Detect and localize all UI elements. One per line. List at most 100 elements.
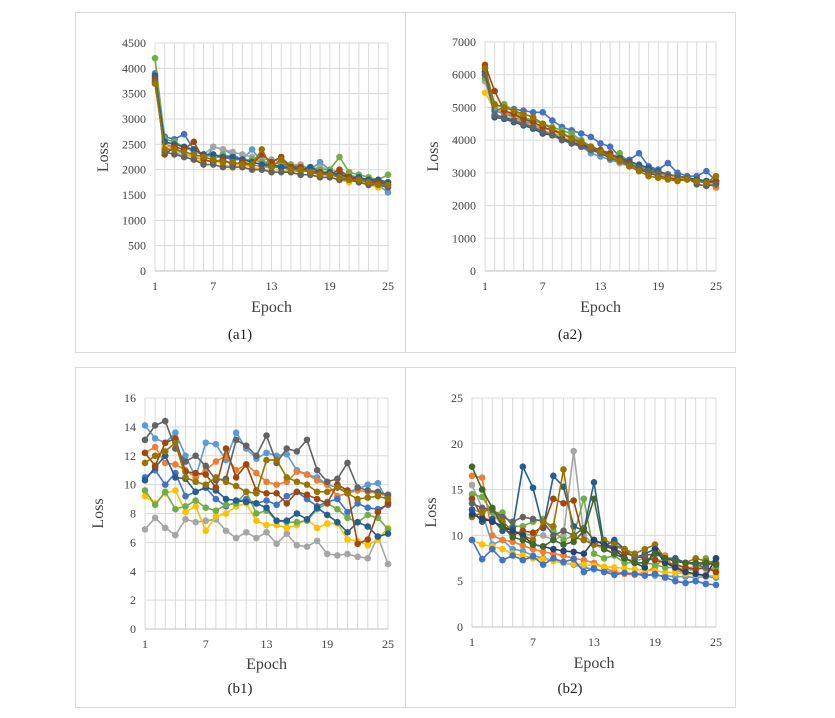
data-point (151, 462, 159, 470)
y-tick-label: 3000 (452, 166, 476, 180)
data-point (242, 461, 250, 468)
data-point (161, 417, 169, 425)
x-tick-label: 25 (382, 637, 394, 651)
x-axis-title: Epoch (580, 299, 621, 316)
data-point (560, 558, 567, 566)
x-tick-label: 19 (649, 635, 661, 649)
data-point (499, 522, 506, 530)
chart-a1: 0 500 1000 1500 2000 2500 3000 3500 4000 4500 1 7 13… (75, 12, 406, 353)
data-point (293, 448, 301, 455)
data-point (570, 555, 577, 563)
data-point (661, 559, 669, 567)
data-point (529, 545, 537, 553)
chart-b2: 0 5 10 15 20 25 1 7 13 19 25 Epoch Loss (b2) (405, 367, 736, 708)
y-tick-label: 10 (451, 528, 463, 542)
data-point (712, 561, 720, 569)
data-point (539, 120, 547, 128)
data-point (141, 422, 149, 429)
x-tick-label: 13 (588, 635, 600, 649)
data-point (611, 564, 618, 571)
data-point (510, 117, 518, 124)
data-point (263, 521, 270, 529)
data-point (263, 504, 270, 512)
data-point (621, 550, 628, 558)
data-point (313, 476, 321, 484)
y-tick-label: 6000 (452, 68, 476, 82)
data-point (692, 570, 699, 578)
data-point (229, 153, 236, 161)
data-point (682, 568, 689, 576)
data-point (651, 545, 659, 553)
data-point (293, 478, 301, 486)
data-point (344, 536, 351, 543)
data-point (712, 172, 720, 180)
data-point (354, 540, 361, 548)
data-point (151, 443, 159, 451)
data-point (645, 172, 652, 180)
data-point (384, 189, 392, 196)
data-point (316, 158, 324, 166)
data-point (616, 149, 624, 157)
data-point (519, 532, 527, 539)
data-point (478, 486, 486, 493)
data-point (478, 504, 486, 512)
data-point (355, 176, 363, 184)
data-point (277, 168, 285, 176)
data-point (651, 561, 659, 569)
y-tick-label: 6 (130, 535, 136, 549)
data-point (151, 452, 159, 460)
data-point (253, 534, 260, 542)
data-point (374, 479, 382, 487)
data-point (702, 572, 710, 580)
data-point (212, 507, 220, 514)
data-point (489, 518, 496, 525)
data-point (293, 518, 301, 526)
data-point (529, 109, 537, 116)
data-point (468, 536, 476, 544)
data-point (468, 481, 476, 489)
data-point (303, 543, 311, 551)
data-point (510, 107, 518, 114)
data-point (229, 158, 236, 166)
data-point (568, 135, 575, 142)
data-point (258, 161, 266, 168)
data-point (481, 64, 489, 72)
y-tick-label: 8 (130, 507, 136, 521)
data-point (600, 545, 608, 553)
data-point (316, 171, 324, 179)
data-point (692, 559, 699, 567)
data-point (283, 530, 291, 538)
y-tick-label: 4500 (122, 36, 146, 50)
y-axis-title: Loss (425, 141, 442, 171)
data-point (190, 156, 198, 163)
data-point (253, 469, 260, 477)
data-point (621, 555, 628, 562)
data-point (674, 172, 681, 180)
data-point (344, 459, 351, 467)
data-point (590, 565, 598, 572)
data-point (364, 504, 372, 512)
y-tick-label: 16 (124, 391, 136, 405)
data-point (222, 445, 230, 452)
data-point (293, 541, 301, 549)
data-point (212, 474, 220, 481)
data-point (253, 452, 260, 460)
data-point (212, 484, 220, 491)
data-point (219, 163, 227, 171)
data-point (560, 541, 567, 548)
data-point (248, 166, 256, 173)
y-tick-label: 500 (128, 239, 146, 253)
data-point (229, 163, 236, 171)
data-point (200, 161, 207, 168)
data-point (161, 459, 169, 467)
data-point (253, 517, 260, 525)
data-point (364, 481, 372, 488)
data-point (520, 120, 527, 128)
data-point (550, 522, 557, 530)
data-point (209, 161, 217, 168)
data-point (242, 498, 250, 506)
data-point (489, 545, 496, 553)
data-point (509, 527, 516, 535)
data-point (641, 545, 649, 553)
data-point (180, 153, 188, 161)
